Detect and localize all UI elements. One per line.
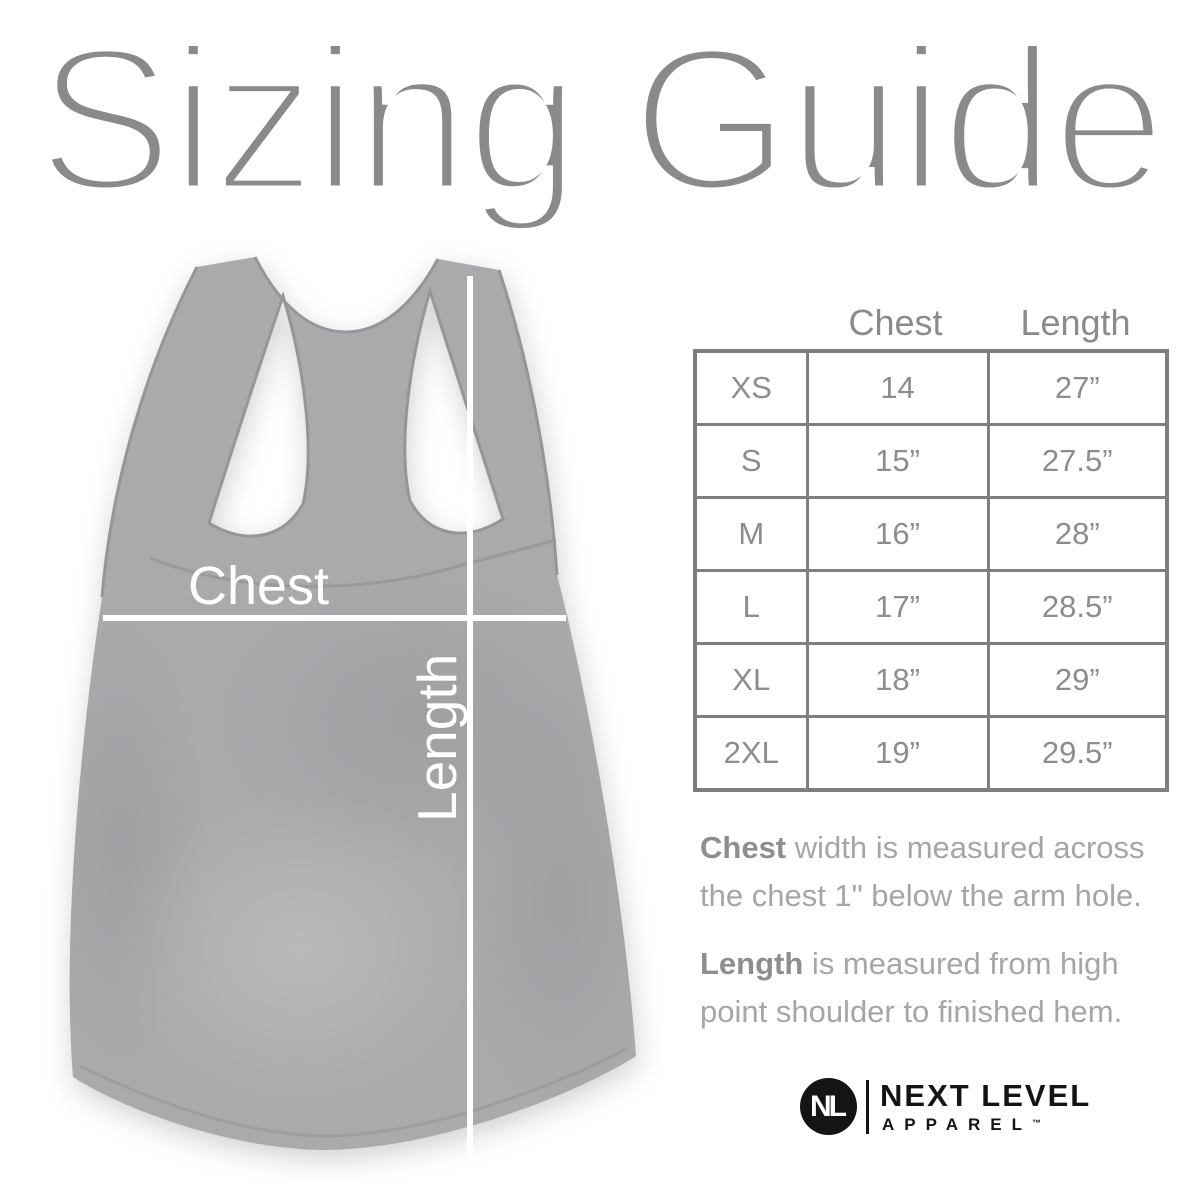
measurement-notes: Chest width is measured across the chest… <box>700 824 1162 1036</box>
size-chart-cell-length: 27.5” <box>986 423 1169 499</box>
tank-top-illustration <box>69 256 636 1150</box>
size-chart-row: 2XL 19” 29.5” <box>693 715 1169 792</box>
page-title: Sizing Guide <box>32 1 1170 239</box>
length-column-header: Length <box>1020 302 1131 343</box>
chest-column-header: Chest <box>848 302 943 343</box>
length-note-text: is measured from high point shoulder to … <box>700 946 1123 1029</box>
trademark-symbol: ™ <box>1031 1118 1041 1128</box>
size-chart-cell-size: XL <box>693 642 809 718</box>
size-chart-cell-chest: 16” <box>805 496 990 572</box>
measurement-lines: Chest Length <box>103 276 566 1158</box>
brand-logo: NL NEXT LEVEL APPAREL™ <box>800 1078 1091 1135</box>
logo-divider <box>866 1079 869 1134</box>
size-chart-cell-chest: 15” <box>805 423 990 499</box>
brand-subname: APPAREL™ <box>882 1115 1041 1134</box>
size-chart-row: M 16” 28” <box>693 496 1169 572</box>
size-chart-cell-length: 28” <box>986 496 1169 572</box>
size-chart-cell-chest: 17” <box>805 569 990 645</box>
size-chart-cell-size: L <box>693 569 809 645</box>
length-measure-line <box>467 276 473 1158</box>
size-chart-row: L 17” 28.5” <box>693 569 1169 645</box>
size-chart-row: S 15” 27.5” <box>693 423 1169 499</box>
size-chart-row: XL 18” 29” <box>693 642 1169 718</box>
tank-top-diagram: Chest Length <box>69 256 636 1158</box>
size-chart-cell-length: 29” <box>986 642 1169 718</box>
size-chart-cell-chest: 14 <box>805 349 990 426</box>
length-note-term: Length <box>700 946 804 981</box>
size-chart-cell-size: M <box>693 496 809 572</box>
chest-note-term: Chest <box>700 830 787 865</box>
size-chart-cell-length: 29.5” <box>986 715 1169 792</box>
size-chart-table: XS 14 27” S 15” 27.5” M 16” 28” L 17” 28.5” XL 18” 29”… <box>693 349 1169 792</box>
size-chart-cell-size: XS <box>693 349 809 426</box>
length-line-label: Length <box>406 654 468 822</box>
size-chart-headers: Chest Length <box>805 302 1165 344</box>
chest-note: Chest width is measured across the chest… <box>700 824 1162 920</box>
size-chart-cell-chest: 19” <box>805 715 990 792</box>
brand-wordmark: NEXT LEVEL APPAREL™ <box>880 1080 1091 1133</box>
brand-name: NEXT LEVEL <box>880 1078 1092 1113</box>
size-chart-cell-size: S <box>693 423 809 499</box>
size-chart-cell-chest: 18” <box>805 642 990 718</box>
chest-note-text: width is measured across the chest 1" be… <box>700 830 1145 913</box>
size-chart-cell-length: 27” <box>986 349 1169 426</box>
brand-monogram-icon: NL <box>800 1078 857 1135</box>
chest-measure-line <box>103 615 566 621</box>
size-chart-row: XS 14 27” <box>693 349 1169 426</box>
size-chart-cell-size: 2XL <box>693 715 809 792</box>
chest-line-label: Chest <box>188 556 329 616</box>
brand-monogram: NL <box>810 1089 847 1123</box>
length-note: Length is measured from high point shoul… <box>700 940 1162 1036</box>
seam-lines <box>79 256 629 1138</box>
size-chart-cell-length: 28.5” <box>986 569 1169 645</box>
